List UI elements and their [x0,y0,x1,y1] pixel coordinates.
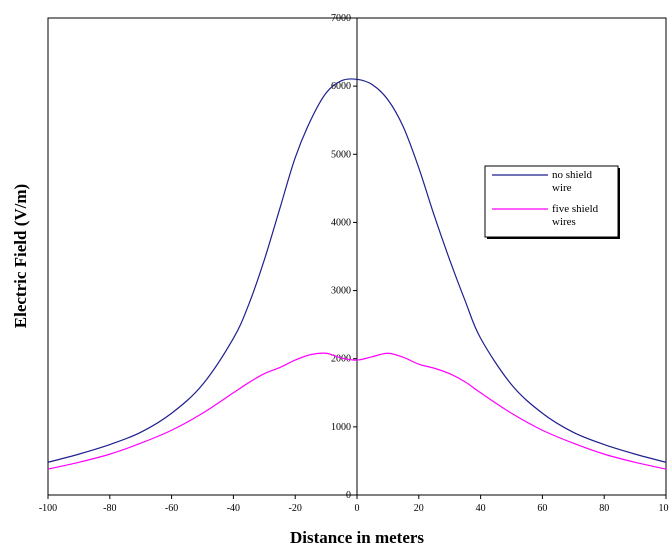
x-tick-label: -40 [227,503,240,514]
series-line-no-shield-wire [47,78,667,463]
y-tick-label: 3000 [331,286,351,297]
y-tick-label: 2000 [331,354,351,365]
x-tick-label: 20 [414,503,424,514]
legend-label: wires [552,216,576,228]
y-axis-label: Electric Field (V/m) [11,184,30,328]
x-tick-label: 80 [599,503,609,514]
legend-label: wire [552,182,572,194]
x-tick-label: -20 [289,503,302,514]
y-ticks: 0 1000 2000 3000 4000 5000 6000 7000 [331,13,357,501]
x-axis-label: Distance in meters [290,528,424,545]
series-layer [47,78,667,470]
y-tick-label: 7000 [331,13,351,24]
x-tick-label: 60 [537,503,547,514]
x-tick-label: -100 [39,503,57,514]
y-tick-label: 6000 [331,81,351,92]
x-tick-label: 100 [659,503,669,514]
x-tick-label: -80 [103,503,116,514]
x-tick-label: 40 [476,503,486,514]
legend-shadow-bottom [487,237,620,239]
y-tick-label: 4000 [331,217,351,228]
legend-label: no shield [552,169,593,181]
x-ticks: -100 -80 -60 -40 -20 0 20 40 60 80 100 [39,495,669,514]
y-tick-label: 5000 [331,149,351,160]
y-tick-label: 0 [346,490,351,501]
legend-box [484,165,619,238]
legend-label: five shield [552,203,599,215]
x-tick-label: -60 [165,503,178,514]
legend-shadow [618,168,620,239]
y-tick-label: 1000 [331,422,351,433]
x-tick-label: 0 [355,503,360,514]
series-line-five-shield-wires [47,352,667,470]
